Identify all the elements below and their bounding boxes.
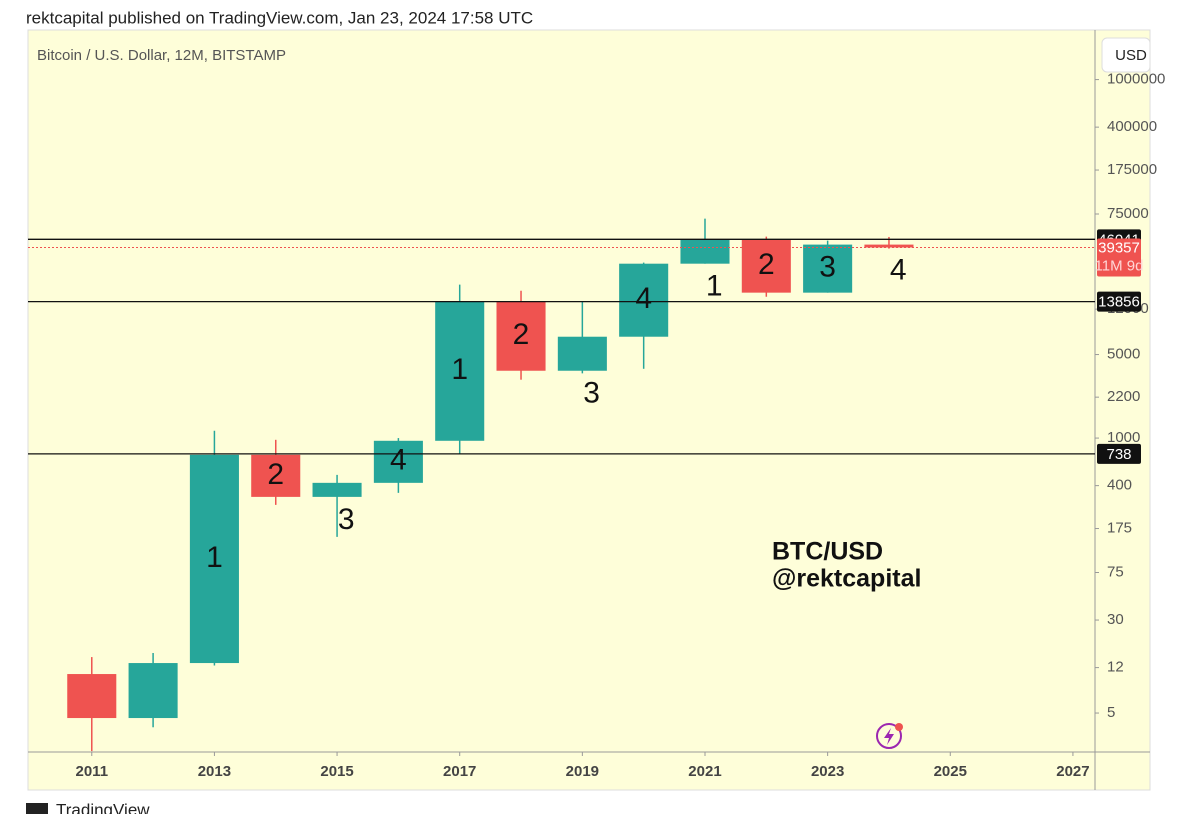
x-tick-label: 2017	[443, 763, 476, 780]
y-tick-label: 12	[1107, 659, 1124, 676]
x-tick-label: 2011	[76, 763, 109, 780]
cycle-label: 2	[758, 248, 775, 281]
candle-body	[189, 454, 239, 664]
lightning-icon	[876, 723, 903, 749]
level-label: 738	[1106, 446, 1131, 463]
y-tick-label: 400	[1107, 477, 1132, 494]
cycle-label: 4	[635, 282, 652, 315]
cycle-label: 2	[513, 318, 530, 351]
y-tick-label: 1000	[1107, 429, 1140, 446]
candle-body	[312, 482, 362, 497]
cycle-label: 2	[267, 458, 284, 491]
cycle-label: 1	[206, 541, 223, 574]
x-tick-label: 2013	[198, 763, 231, 780]
x-tick-label: 2015	[320, 763, 353, 780]
y-tick-label: 175	[1107, 519, 1132, 536]
y-tick-label: 30	[1107, 611, 1124, 628]
watermark: BTC/USD	[772, 538, 883, 566]
countdown-label: 11M 9d	[1095, 257, 1144, 274]
y-tick-label: 2200	[1107, 388, 1140, 405]
x-tick-label: 2025	[934, 763, 967, 780]
cycle-label: 1	[451, 353, 468, 386]
y-tick-label: 5000	[1107, 346, 1140, 363]
y-tick-label: 1000000	[1107, 71, 1165, 88]
candle-body	[67, 674, 117, 719]
x-tick-label: 2027	[1056, 763, 1089, 780]
x-tick-label: 2019	[566, 763, 599, 780]
level-label-box	[1097, 443, 1141, 464]
candle-body	[741, 239, 791, 293]
cycle-label: 3	[583, 377, 600, 410]
candle-body	[557, 336, 607, 371]
x-tick-label: 2023	[811, 763, 844, 780]
currency-box	[1101, 37, 1151, 73]
candle-body	[251, 454, 301, 497]
plot-layer: 5123075175400100022005000120007500017500…	[28, 71, 1165, 780]
current-price-label: 39357	[1098, 239, 1140, 256]
y-tick-label: 75	[1107, 563, 1124, 580]
candle-body	[864, 244, 914, 248]
candle-body	[680, 239, 730, 264]
chart-panel	[27, 29, 1151, 791]
currency: USD	[1115, 47, 1147, 64]
y-tick-label: 5	[1107, 704, 1115, 721]
candle-body	[496, 301, 546, 371]
candle-body	[619, 263, 669, 337]
footer-logo	[26, 803, 48, 814]
candle-body	[803, 244, 853, 293]
cycle-label: 3	[819, 251, 836, 284]
cycle-label: 4	[890, 253, 907, 286]
current-price-box	[1097, 238, 1141, 277]
footer: TradingView	[56, 800, 150, 814]
candle-body	[435, 301, 485, 441]
candle-body	[373, 440, 423, 483]
y-tick-label: 175000	[1107, 161, 1157, 178]
y-tick-label: 75000	[1107, 205, 1149, 222]
symbol-title: Bitcoin / U.S. Dollar, 12M, BITSTAMP	[37, 47, 286, 64]
x-tick-label: 2021	[688, 763, 721, 780]
cycle-label: 3	[338, 503, 355, 536]
header: rektcapital published on TradingView.com…	[26, 8, 533, 27]
level-label-box	[1097, 291, 1141, 312]
y-tick-label: 400000	[1107, 118, 1157, 135]
cycle-label: 4	[390, 444, 407, 477]
candle-body	[128, 663, 178, 719]
watermark: @rektcapital	[772, 565, 921, 593]
level-label: 13856	[1098, 294, 1140, 311]
cycle-label: 1	[706, 270, 723, 303]
